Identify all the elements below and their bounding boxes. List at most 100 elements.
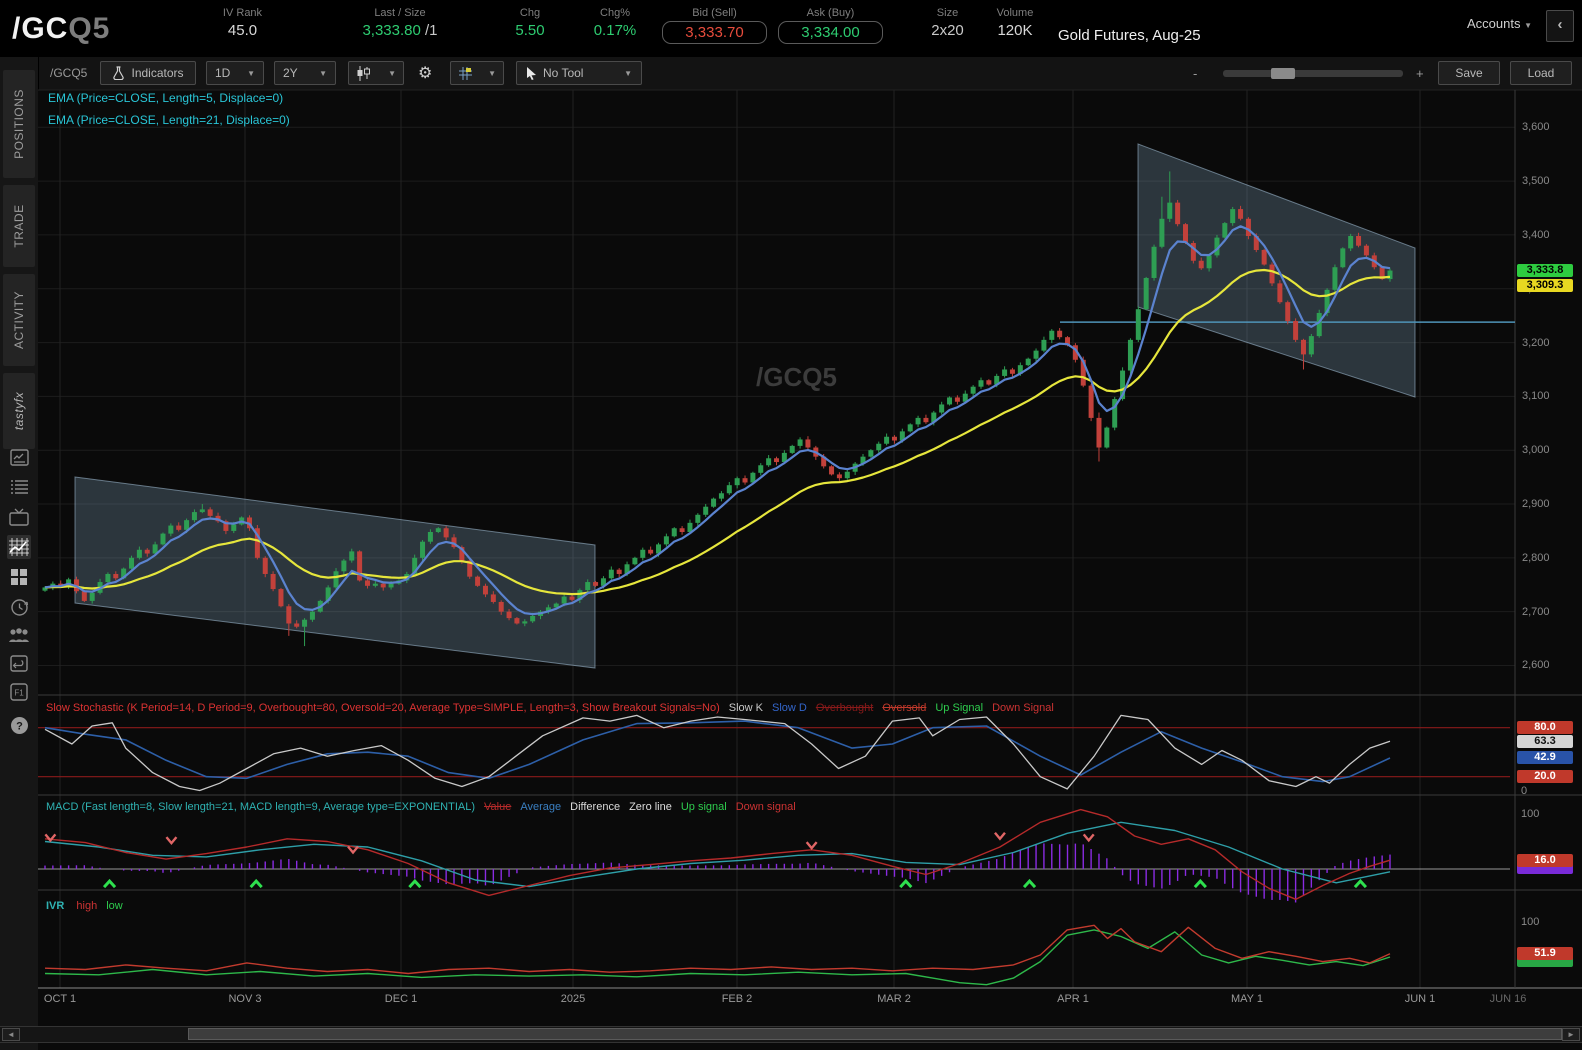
price-tick-label: 3,400 — [1522, 228, 1550, 241]
load-button[interactable]: Load — [1510, 61, 1572, 85]
zoom-in-button[interactable]: + — [1416, 66, 1424, 81]
price-tick-label: 2,600 — [1522, 659, 1550, 672]
timeframe-dropdown[interactable]: 1D ▼ — [206, 61, 264, 85]
channel-drawings[interactable] — [74, 143, 1515, 669]
chart-area[interactable]: EMA (Price=CLOSE, Length=5, Displace=0) … — [38, 89, 1582, 1050]
candlestick-chart-icon — [357, 65, 370, 81]
legend-item[interactable]: Down signal — [735, 801, 796, 813]
chg-pct-value: 0.17% — [593, 22, 637, 39]
legend-item[interactable]: Difference — [570, 801, 621, 813]
history-clock-icon[interactable] — [7, 595, 31, 619]
svg-text:F1: F1 — [14, 689, 24, 698]
chart-type-dropdown[interactable]: ▼ — [348, 61, 404, 85]
axis-badge: 51.9 — [1517, 947, 1573, 961]
left-sidebar: POSITIONS TRADE ACTIVITY tastyfx F1 ? — [0, 57, 39, 1050]
bid-button[interactable]: 3,333.70 — [662, 21, 767, 44]
news-chart-icon[interactable] — [7, 445, 31, 469]
panel-collapse-button[interactable]: ‹ — [1546, 10, 1574, 42]
symbol-watermark: /GCQ5 — [756, 362, 837, 392]
price-tick-label: 3,000 — [1522, 444, 1550, 457]
dashboard-icon[interactable] — [7, 565, 31, 589]
legend-item[interactable]: Down Signal — [992, 702, 1054, 714]
ask-label: Ask (Buy) — [806, 7, 855, 19]
chevron-down-icon: ▼ — [247, 68, 255, 78]
price-tick-label: 3,100 — [1522, 390, 1550, 403]
price-tick-label: 3,500 — [1522, 175, 1550, 188]
ivr-study-label[interactable]: IVR — [46, 900, 65, 912]
scroll-right-button[interactable]: ► — [1562, 1028, 1580, 1041]
zoom-slider[interactable] — [1223, 68, 1403, 79]
ema21-label[interactable]: EMA (Price=CLOSE, Length=21, Displace=0) — [48, 113, 290, 127]
active-tool-dropdown[interactable]: No Tool ▼ — [516, 61, 642, 85]
macd-study-label[interactable]: MACD (Fast length=8, Slow length=21, MAC… — [46, 801, 476, 813]
time-tick-label: DEC 1 — [384, 993, 418, 1005]
beaker-icon — [113, 66, 125, 80]
ask-button[interactable]: 3,334.00 — [778, 21, 883, 44]
chart-grid-icon-active[interactable] — [7, 535, 31, 559]
chg-label: Chg — [519, 7, 541, 19]
toolbar-symbol-label: /GCQ5 — [50, 66, 88, 80]
svg-text:?: ? — [16, 720, 23, 732]
ivr-pane — [44, 924, 1391, 986]
legend-item[interactable]: Zero line — [629, 801, 672, 813]
scroll-left-button[interactable]: ◄ — [2, 1028, 20, 1041]
zoom-slider-thumb[interactable] — [1271, 68, 1295, 79]
gridlines — [38, 89, 1582, 989]
iv-rank-value: 45.0 — [227, 22, 258, 39]
settings-gear-icon[interactable]: ⚙ — [418, 65, 433, 82]
last-size-value: 3,333.80 /1 — [362, 22, 438, 39]
legend-item[interactable]: Average — [520, 801, 562, 813]
drawing-tools-dropdown[interactable]: ▼ — [450, 61, 504, 85]
sidebar-tab-tastyfx[interactable]: tastyfx — [3, 373, 35, 449]
stochastic-study-label[interactable]: Slow Stochastic (K Period=14, D Period=9… — [46, 702, 720, 714]
size-label: Size — [936, 7, 959, 19]
scrollbar-thumb[interactable] — [188, 1028, 1562, 1040]
time-tick-label: NOV 3 — [228, 993, 262, 1005]
legend-item[interactable]: Up Signal — [935, 702, 984, 714]
time-tick-label: JUN 16 — [1489, 993, 1527, 1005]
last-price-badge: 3,333.8 — [1517, 264, 1573, 278]
ema-lines — [44, 225, 1391, 616]
time-tick-label: MAR 2 — [877, 993, 911, 1005]
symbol-title: /GCQ5 — [12, 12, 111, 45]
legend-item[interactable]: Slow D — [772, 702, 807, 714]
help-icon[interactable]: ? — [7, 713, 31, 737]
ema5-label[interactable]: EMA (Price=CLOSE, Length=5, Displace=0) — [48, 91, 284, 105]
axis-badge: 100 — [1521, 808, 1540, 820]
indicators-button[interactable]: Indicators — [100, 61, 196, 85]
stochastic-legend: Slow Stochastic (K Period=14, D Period=9… — [46, 702, 1072, 714]
sidebar-tab-trade[interactable]: TRADE — [3, 185, 35, 267]
zoom-out-button[interactable]: - — [1193, 66, 1198, 81]
legend-item[interactable]: Value — [484, 801, 512, 813]
legend-item[interactable]: Oversold — [882, 702, 927, 714]
legend-item[interactable]: Slow K — [728, 702, 763, 714]
range-dropdown[interactable]: 2Y ▼ — [274, 61, 336, 85]
legend-item[interactable]: Overbought — [815, 702, 874, 714]
chevron-down-icon: ▼ — [388, 68, 396, 78]
chart-toolbar: /GCQ5 Indicators 1D ▼ 2Y ▼ ▼ ⚙ ▼ No Tool — [38, 57, 1582, 91]
axis-badge: 16.0 — [1517, 853, 1573, 867]
price-tick-label: 2,800 — [1522, 551, 1550, 564]
instrument-description: Gold Futures, Aug-25 — [1058, 27, 1201, 44]
legend-item[interactable]: Up signal — [680, 801, 727, 813]
price-tick-label: 3,600 — [1522, 121, 1550, 134]
sidebar-tab-positions[interactable]: POSITIONS — [3, 70, 35, 178]
tv-icon[interactable] — [7, 505, 31, 529]
calendar-icon[interactable] — [7, 651, 31, 675]
list-icon[interactable] — [7, 475, 31, 499]
f1-key-icon[interactable]: F1 — [7, 680, 31, 704]
legend-item[interactable]: low — [106, 900, 123, 912]
bid-label: Bid (Sell) — [692, 7, 737, 19]
time-tick-label: FEB 2 — [721, 993, 753, 1005]
community-icon[interactable] — [7, 623, 31, 647]
time-tick-label: 2025 — [560, 993, 586, 1005]
chevron-down-icon: ▼ — [319, 68, 327, 78]
accounts-dropdown[interactable]: Accounts ▼ — [1466, 16, 1532, 31]
save-button[interactable]: Save — [1438, 61, 1500, 85]
sidebar-tab-activity[interactable]: ACTIVITY — [3, 274, 35, 366]
macd-pane — [38, 808, 1510, 903]
legend-item[interactable]: high — [76, 900, 98, 912]
price-tick-label: 2,900 — [1522, 498, 1550, 511]
horizontal-scrollbar[interactable]: ◄ ► — [0, 1026, 1582, 1043]
